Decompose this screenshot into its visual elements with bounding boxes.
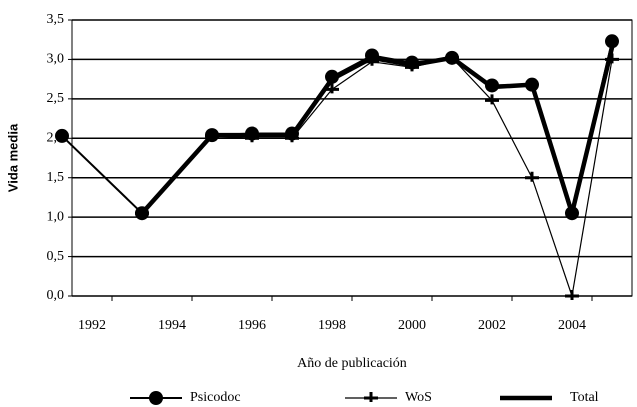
legend-marker	[149, 391, 163, 405]
y-tick-label: 2,5	[47, 91, 65, 106]
series-line	[141, 57, 613, 297]
y-axis-title: Vida media	[5, 123, 20, 192]
y-tick-label: 3,5	[47, 12, 65, 27]
point	[565, 290, 579, 300]
point	[55, 128, 69, 143]
x-tick-label: 1992	[78, 318, 106, 333]
x-tick-label: 2002	[478, 318, 506, 333]
point	[485, 78, 499, 93]
point	[485, 94, 499, 105]
y-tick-label: 1,5	[47, 170, 65, 185]
legend-marker	[364, 392, 378, 402]
y-tick-label: 1,0	[47, 209, 65, 224]
point	[365, 48, 379, 63]
point	[135, 207, 149, 218]
point	[525, 171, 539, 182]
y-tick-label: 3,0	[47, 52, 65, 67]
x-tick-label: 1998	[318, 318, 346, 333]
point	[325, 83, 339, 94]
point	[205, 129, 219, 140]
point	[605, 53, 619, 64]
point	[565, 206, 579, 221]
plot-frame	[71, 19, 633, 297]
y-tick-label: 0,5	[47, 249, 65, 264]
point	[365, 55, 379, 66]
legend-label: Psicodoc	[190, 390, 241, 405]
point	[605, 34, 619, 49]
point	[525, 77, 539, 92]
point	[405, 61, 419, 72]
legend-label: Total	[570, 390, 599, 405]
x-tick-label: 2000	[398, 318, 426, 333]
point	[245, 132, 259, 143]
y-tick-label: 0,0	[47, 288, 65, 303]
point	[445, 51, 459, 62]
point	[285, 132, 299, 143]
legend-label: WoS	[405, 390, 432, 405]
x-tick-label: 1994	[158, 318, 186, 333]
x-tick-label: 1996	[238, 318, 266, 333]
series-line	[61, 41, 613, 215]
x-tick-label: 2004	[558, 318, 586, 333]
x-axis-title: Año de publicación	[297, 356, 407, 371]
point	[325, 69, 339, 84]
